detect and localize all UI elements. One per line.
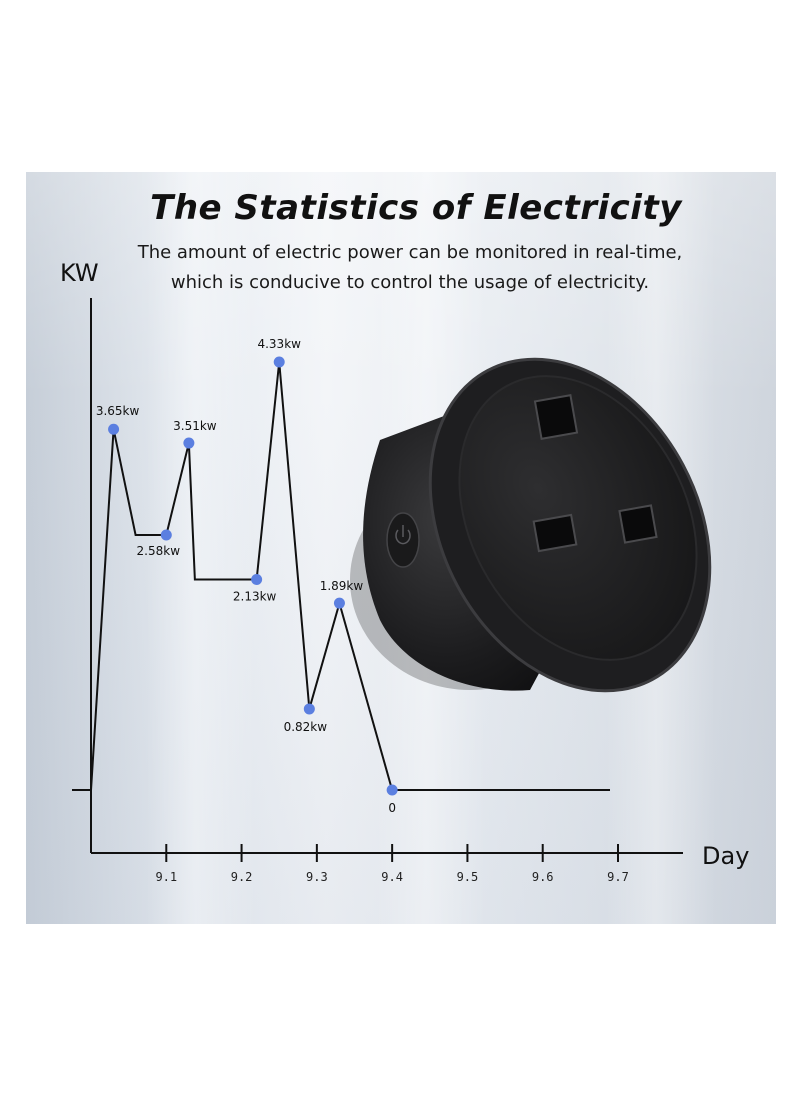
subtitle-line-2: which is conducive to control the usage …: [170, 272, 650, 293]
x-tick-label: 9.6: [532, 870, 554, 884]
x-tick-label: 9.5: [457, 870, 479, 884]
data-label: 4.33kw: [257, 337, 301, 351]
x-tick-label: 9.3: [306, 870, 328, 884]
x-tick-label: 9.7: [607, 870, 629, 884]
x-tick-label: 9.4: [381, 870, 403, 884]
x-tick-label: 9.1: [155, 870, 177, 884]
x-axis-label: Day: [702, 842, 749, 870]
data-point: [251, 573, 263, 585]
data-point: [273, 356, 285, 368]
smart-plug-image: [350, 357, 712, 693]
data-label: 0.82kw: [284, 720, 328, 734]
data-label: 2.13kw: [233, 589, 277, 603]
data-point: [386, 784, 398, 796]
data-label: 3.51kw: [173, 419, 217, 433]
subtitle-line-1: The amount of electric power can be moni…: [137, 242, 683, 263]
data-label: 1.89kw: [320, 579, 364, 593]
data-point: [303, 703, 315, 715]
series-line: [90, 361, 610, 791]
data-point: [108, 423, 120, 435]
data-point: [183, 437, 195, 449]
data-point: [333, 597, 345, 609]
data-point: [160, 529, 172, 541]
page-title: The Statistics of Electricity: [150, 188, 682, 228]
x-tick-label: 9.2: [231, 870, 253, 884]
data-label: 0: [388, 801, 396, 815]
y-axis-label: KW: [60, 259, 99, 287]
data-label: 3.65kw: [96, 404, 140, 418]
data-label: 2.58kw: [137, 544, 181, 558]
